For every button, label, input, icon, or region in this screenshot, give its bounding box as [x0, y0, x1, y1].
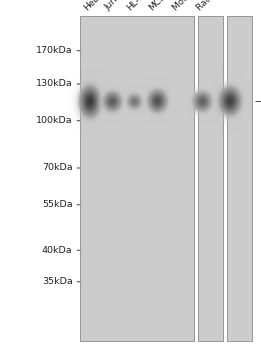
Text: 40kDa: 40kDa [42, 246, 73, 255]
Bar [80, 16, 194, 341]
Bar [227, 16, 252, 341]
Text: Rat liver: Rat liver [195, 0, 228, 12]
Text: 170kDa: 170kDa [36, 46, 73, 55]
Bar [198, 16, 223, 341]
Text: 35kDa: 35kDa [42, 277, 73, 286]
Text: Mouse liver: Mouse liver [171, 0, 214, 12]
Text: 130kDa: 130kDa [36, 79, 73, 89]
Text: HeLa: HeLa [82, 0, 105, 12]
Text: 70kDa: 70kDa [42, 163, 73, 173]
Text: 100kDa: 100kDa [36, 116, 73, 125]
Text: HL-60: HL-60 [126, 0, 150, 12]
Text: 55kDa: 55kDa [42, 200, 73, 209]
Text: —SND1: —SND1 [254, 97, 261, 106]
Text: Jurkat: Jurkat [103, 0, 128, 12]
Text: MCF7: MCF7 [148, 0, 171, 12]
